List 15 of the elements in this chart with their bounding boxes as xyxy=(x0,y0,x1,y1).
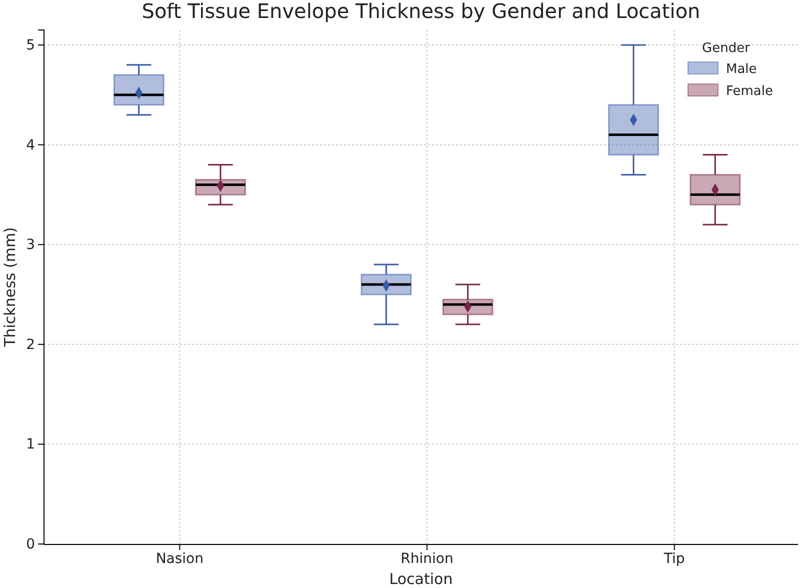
x-tick-label: Rhinion xyxy=(400,550,454,567)
x-tick-label: Tip xyxy=(662,550,685,567)
y-tick-label: 1 xyxy=(26,436,35,453)
chart-title: Soft Tissue Envelope Thickness by Gender and Location xyxy=(142,0,700,23)
legend-title: Gender xyxy=(702,41,751,56)
y-axis-title: Thickness (mm) xyxy=(1,227,19,348)
y-tick-label: 2 xyxy=(26,336,35,353)
y-tick-label: 3 xyxy=(26,237,35,254)
y-tick-label: 0 xyxy=(26,536,35,552)
x-tick-label: Nasion xyxy=(156,550,204,567)
y-tick-label: 5 xyxy=(26,37,35,54)
x-axis-title: Location xyxy=(389,570,453,588)
y-tick-label: 4 xyxy=(26,137,36,154)
legend-label: Female xyxy=(726,84,774,99)
legend-label: Male xyxy=(726,62,757,77)
